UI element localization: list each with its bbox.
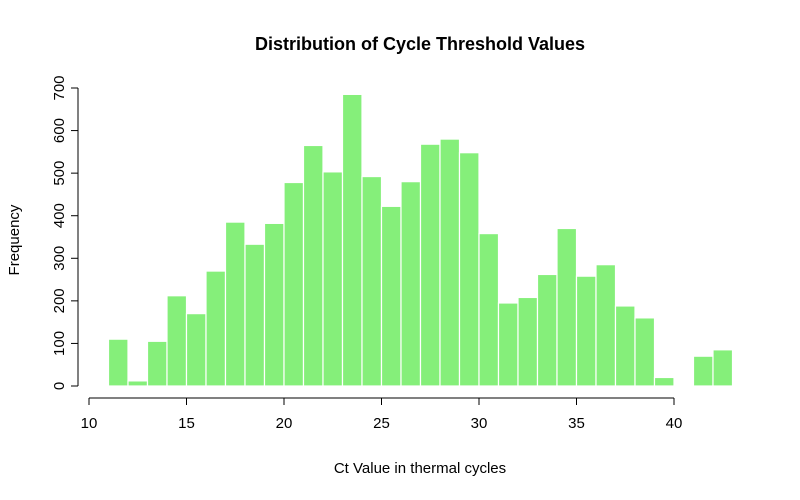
histogram-bar	[107, 338, 129, 387]
y-tick-label: 100	[51, 331, 68, 356]
histogram-bar	[127, 380, 149, 387]
x-tick-label: 35	[568, 415, 585, 432]
histogram-bar	[458, 152, 480, 387]
y-tick-label: 0	[51, 382, 68, 390]
histogram-bar	[224, 221, 246, 387]
histogram-bar	[575, 275, 597, 387]
histogram-bar	[653, 376, 675, 387]
y-tick-label: 400	[51, 203, 68, 228]
histogram-bar	[497, 302, 519, 387]
x-tick-label: 30	[471, 415, 488, 432]
x-tick-label: 10	[81, 415, 98, 432]
y-tick-label: 500	[51, 161, 68, 186]
histogram-bar	[244, 243, 266, 387]
histogram-bar	[517, 296, 539, 387]
y-axis-label: Frequency	[6, 204, 23, 275]
y-axis: 0 100 200 300 400 500 600 700	[51, 75, 79, 390]
histogram-bar	[380, 205, 402, 387]
histogram-bar	[166, 295, 188, 387]
x-tick-label: 20	[276, 415, 293, 432]
histogram-bar	[556, 227, 578, 387]
x-tick-label: 15	[178, 415, 195, 432]
histogram-bar	[478, 232, 500, 387]
x-axis-label: Ct Value in thermal cycles	[334, 460, 506, 477]
histogram-bar	[634, 317, 656, 387]
histogram-bar	[361, 175, 383, 387]
y-tick-label: 200	[51, 288, 68, 313]
histogram-bar	[322, 171, 344, 387]
histogram-bar	[205, 270, 227, 387]
histogram-bar	[146, 340, 168, 387]
chart-title: Distribution of Cycle Threshold Values	[255, 34, 585, 54]
bars-group	[107, 93, 734, 387]
histogram-bar	[536, 273, 558, 387]
histogram-bar	[283, 181, 305, 387]
x-tick-label: 40	[666, 415, 683, 432]
histogram-bar	[595, 264, 617, 387]
y-tick-label: 700	[51, 75, 68, 100]
histogram-bar	[419, 143, 441, 387]
x-axis: 10 15 20 25 30 35 40	[81, 397, 683, 432]
histogram-bar	[439, 138, 461, 387]
histogram-bar	[614, 305, 636, 387]
histogram-bar	[185, 313, 207, 387]
histogram-bar	[692, 355, 714, 387]
y-tick-label: 300	[51, 246, 68, 271]
histogram-bar	[712, 349, 734, 387]
histogram-bar	[400, 181, 422, 387]
y-tick-label: 600	[51, 118, 68, 143]
histogram-bar	[263, 222, 285, 387]
histogram-bar	[302, 144, 324, 387]
histogram-bar	[341, 93, 363, 387]
x-tick-label: 25	[373, 415, 390, 432]
